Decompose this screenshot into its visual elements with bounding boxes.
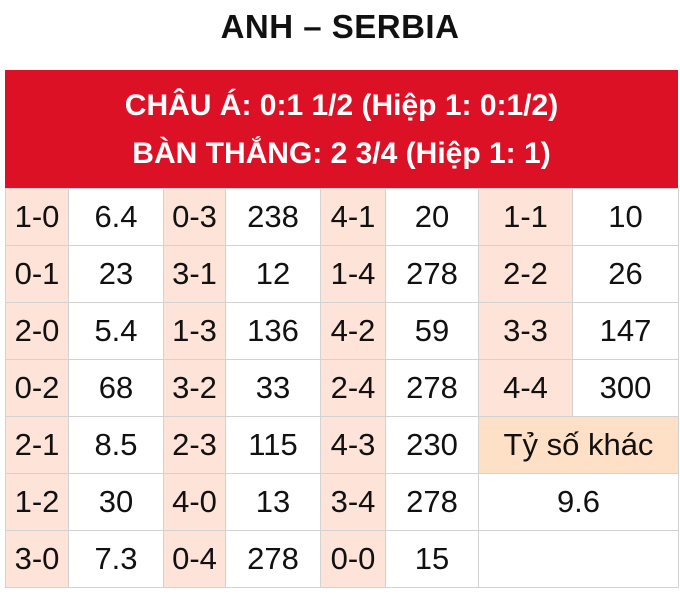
odds-cell: 20: [385, 188, 479, 246]
table-row: 3-0 7.3 0-4 278 0-0 15: [5, 530, 679, 588]
odds-cell: 10: [572, 188, 679, 246]
other-scores-odds: 9.6: [478, 473, 679, 531]
odds-cell: 238: [225, 188, 321, 246]
score-cell: 3-3: [478, 302, 573, 360]
odds-cell: 278: [385, 473, 479, 531]
odds-cell: 15: [385, 530, 479, 588]
other-scores-label: Tỷ số khác: [478, 416, 679, 474]
score-odds-table: 1-0 6.4 0-3 238 4-1 20 1-1 10 0-1 23 3-1 12 1-4 278 2-…: [5, 188, 679, 588]
odds-cell: 136: [225, 302, 321, 360]
score-cell: 4-1: [320, 188, 386, 246]
score-cell: 4-4: [478, 359, 573, 417]
score-cell: 1-0: [5, 188, 69, 246]
score-cell: 3-1: [163, 245, 226, 303]
odds-cell: 7.3: [68, 530, 164, 588]
score-cell: 0-4: [163, 530, 226, 588]
score-cell: 1-3: [163, 302, 226, 360]
score-cell: 4-0: [163, 473, 226, 531]
total-goals-line: BÀN THẮNG: 2 3/4 (Hiệp 1: 1): [132, 137, 551, 170]
score-cell: 0-0: [320, 530, 386, 588]
score-cell: 4-3: [320, 416, 386, 474]
table-row: 1-2 30 4-0 13 3-4 278 9.6: [5, 473, 679, 531]
score-cell: 1-1: [478, 188, 573, 246]
odds-cell: 68: [68, 359, 164, 417]
score-cell: 2-4: [320, 359, 386, 417]
asian-handicap-line: CHÂU Á: 0:1 1/2 (Hiệp 1: 0:1/2): [124, 89, 559, 122]
score-cell: 2-3: [163, 416, 226, 474]
score-cell: 3-0: [5, 530, 69, 588]
odds-cell: 278: [225, 530, 321, 588]
score-cell: 1-4: [320, 245, 386, 303]
odds-header: CHÂU Á: 0:1 1/2 (Hiệp 1: 0:1/2) BÀN THẮN…: [5, 70, 678, 188]
odds-cell: 8.5: [68, 416, 164, 474]
table-row: 0-1 23 3-1 12 1-4 278 2-2 26: [5, 245, 679, 303]
score-cell: 2-2: [478, 245, 573, 303]
odds-cell: 300: [572, 359, 679, 417]
odds-cell: 26: [572, 245, 679, 303]
odds-cell: 13: [225, 473, 321, 531]
odds-cell: 147: [572, 302, 679, 360]
table-row: 0-2 68 3-2 33 2-4 278 4-4 300: [5, 359, 679, 417]
odds-cell: 33: [225, 359, 321, 417]
score-cell: 3-4: [320, 473, 386, 531]
odds-cell: 6.4: [68, 188, 164, 246]
odds-cell: 278: [385, 359, 479, 417]
score-cell: 0-1: [5, 245, 69, 303]
table-row: 2-0 5.4 1-3 136 4-2 59 3-3 147: [5, 302, 679, 360]
page-title: ANH – SERBIA: [220, 8, 460, 45]
odds-cell: 12: [225, 245, 321, 303]
table-row: 1-0 6.4 0-3 238 4-1 20 1-1 10: [5, 188, 679, 246]
score-cell: 2-0: [5, 302, 69, 360]
odds-cell: 30: [68, 473, 164, 531]
empty-cell: [478, 530, 679, 588]
odds-cell: 278: [385, 245, 479, 303]
score-cell: 0-2: [5, 359, 69, 417]
odds-cell: 115: [225, 416, 321, 474]
odds-cell: 5.4: [68, 302, 164, 360]
score-cell: 0-3: [163, 188, 226, 246]
table-row: 2-1 8.5 2-3 115 4-3 230 Tỷ số khác: [5, 416, 679, 474]
odds-cell: 23: [68, 245, 164, 303]
score-cell: 2-1: [5, 416, 69, 474]
score-cell: 3-2: [163, 359, 226, 417]
score-cell: 4-2: [320, 302, 386, 360]
score-cell: 1-2: [5, 473, 69, 531]
odds-cell: 230: [385, 416, 479, 474]
odds-cell: 59: [385, 302, 479, 360]
